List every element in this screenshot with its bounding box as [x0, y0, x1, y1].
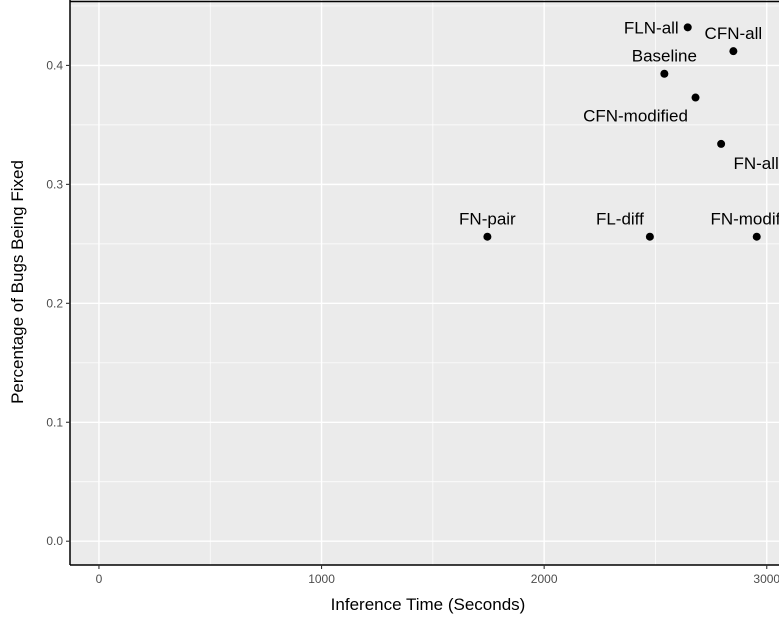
- data-point: [717, 139, 726, 148]
- data-point: [752, 232, 761, 241]
- x-tick-label: 3000: [753, 572, 779, 586]
- point-label: FLN-all: [624, 18, 679, 37]
- data-point: [660, 69, 669, 78]
- point-label: CFN-modified: [583, 107, 688, 126]
- point-labels: FLN-all CFN-all Baseline CFN-modified FN-all…: [459, 18, 779, 228]
- x-axis-ticks: 0 1000 2000 3000: [96, 565, 779, 586]
- data-point: [483, 232, 492, 241]
- y-tick-label: 0.0: [46, 534, 63, 548]
- x-tick-label: 2000: [531, 572, 558, 586]
- data-point: [691, 93, 700, 102]
- y-axis-title: Percentage of Bugs Being Fixed: [8, 160, 27, 404]
- point-label: Baseline: [632, 47, 697, 66]
- x-tick-label: 0: [96, 572, 103, 586]
- x-tick-label: 1000: [308, 572, 335, 586]
- data-points: [483, 23, 761, 241]
- y-tick-label: 0.2: [46, 296, 63, 310]
- y-tick-label: 0.4: [46, 58, 63, 72]
- point-label: FL-diff: [596, 210, 644, 229]
- data-point: [645, 232, 654, 241]
- y-axis-ticks: 0.0 0.1 0.2 0.3 0.4: [46, 58, 70, 548]
- point-label: FN-modified: [710, 210, 779, 229]
- point-label: FN-all: [733, 154, 778, 173]
- x-axis-title: Inference Time (Seconds): [331, 595, 526, 614]
- plot-panel: [70, 0, 779, 565]
- y-tick-label: 0.3: [46, 177, 63, 191]
- major-gridlines: [70, 0, 779, 565]
- point-label: FN-pair: [459, 210, 516, 229]
- data-point: [683, 23, 692, 32]
- y-tick-label: 0.1: [46, 415, 63, 429]
- minor-gridlines: [70, 0, 779, 565]
- data-point: [729, 47, 738, 56]
- point-label: CFN-all: [705, 24, 763, 43]
